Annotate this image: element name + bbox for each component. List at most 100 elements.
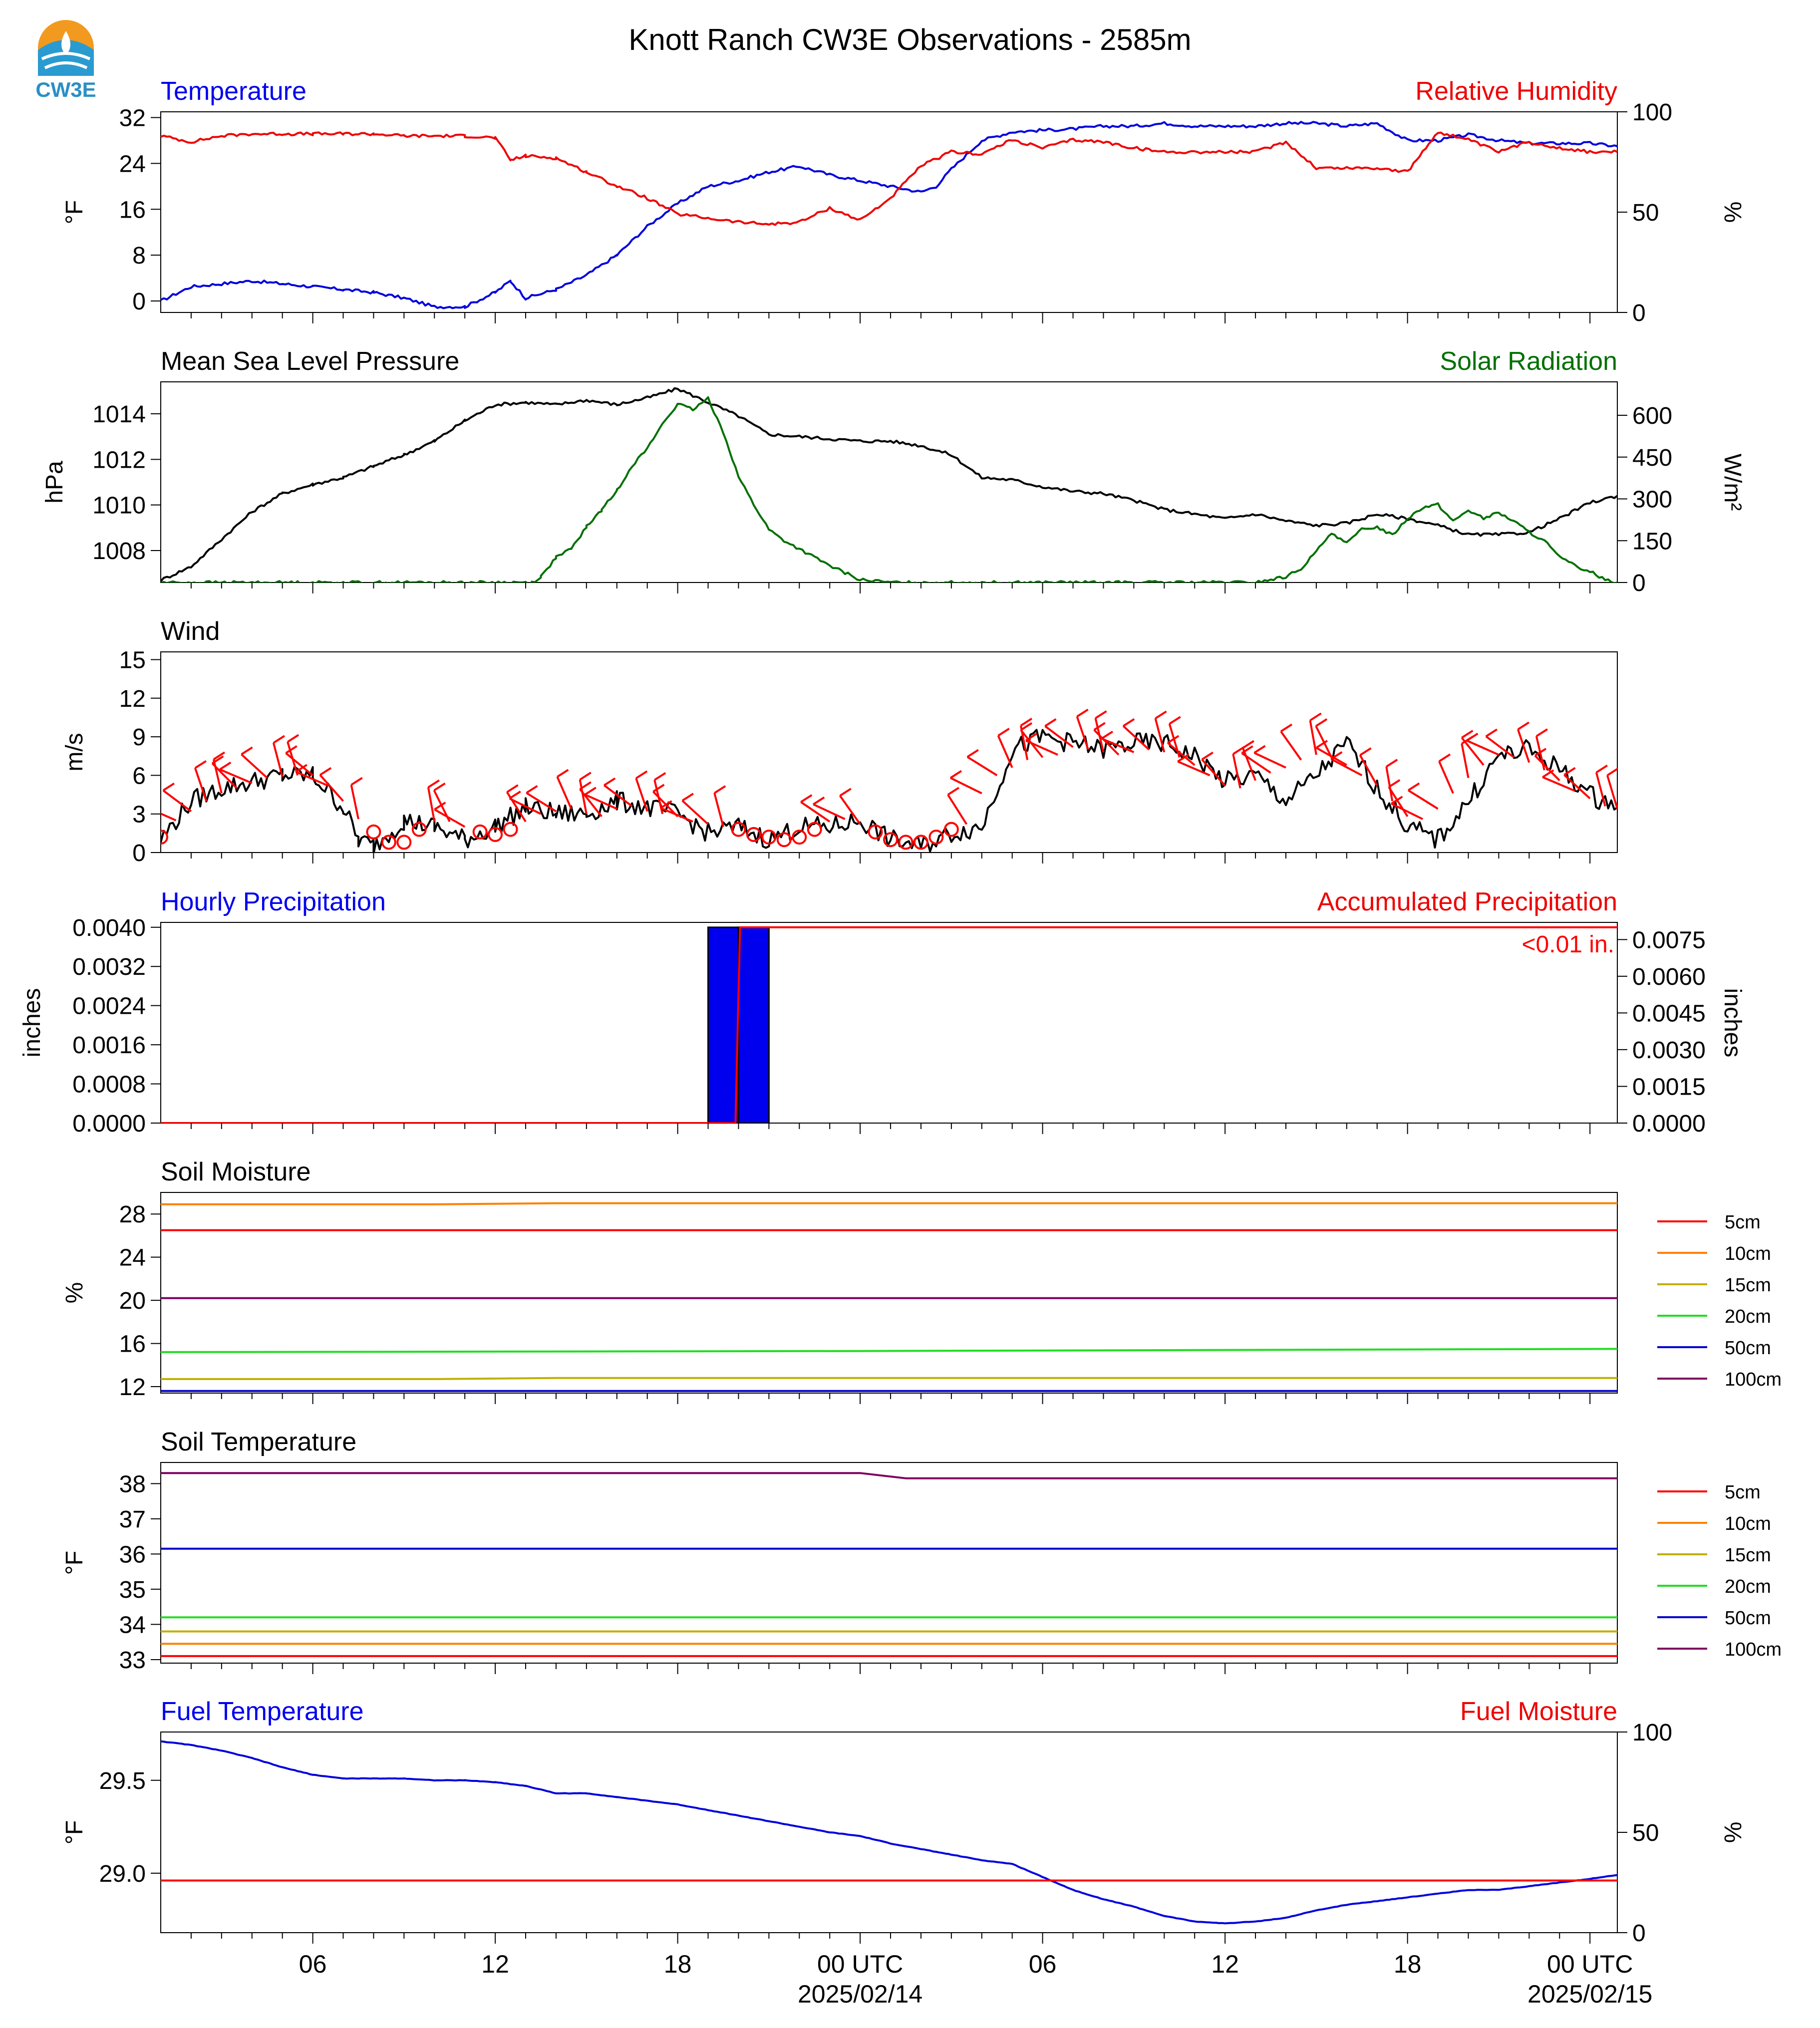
y-tick-label: 20: [119, 1288, 146, 1314]
wind-calm-marker: [472, 824, 488, 840]
series-line-15cm: [161, 1377, 1617, 1380]
wind-barb: [1315, 725, 1333, 758]
wind-barb: [947, 794, 968, 825]
panel-title-left: Mean Sea Level Pressure: [161, 347, 459, 376]
logo-text: CW3E: [35, 78, 96, 101]
wind-barb: [1177, 760, 1211, 777]
y-tick-label-right: 0: [1632, 1920, 1646, 1947]
panel-title-left: Wind: [161, 617, 220, 646]
series-line-left: [161, 387, 1617, 582]
series-line-right: [161, 131, 1617, 226]
wind-barb: [1330, 758, 1363, 777]
wind-barb-flag: [660, 800, 672, 809]
cw3e-logo: CW3E: [35, 20, 96, 101]
wind-barb: [1388, 786, 1409, 817]
panel-title-left: Fuel Temperature: [161, 1697, 364, 1726]
wind-barb-flag: [1438, 753, 1451, 763]
wind-barb-flag: [966, 749, 979, 758]
wind-barb: [1101, 737, 1135, 753]
y-tick-label-right: 100: [1632, 99, 1672, 126]
wind-barb: [604, 784, 633, 807]
wind-barb-flag: [1466, 733, 1479, 742]
wind-barb-flag: [162, 782, 175, 792]
wind-barb-flag: [579, 781, 592, 790]
wind-barb: [1391, 803, 1424, 820]
wind-barb-flag: [1485, 728, 1498, 738]
y-tick-label: 35: [119, 1577, 146, 1603]
wind-barb: [1517, 729, 1530, 763]
y-tick-label-right: 50: [1632, 1820, 1659, 1846]
y-tick-label: 9: [132, 724, 146, 751]
y-tick-label-right: 0.0030: [1632, 1037, 1706, 1064]
wind-barb: [966, 756, 998, 777]
y-tick-label-right: 0: [1632, 570, 1646, 596]
wind-barb: [1241, 752, 1271, 774]
legend: 5cm 10cm 15cm 20cm 50cm 100cm: [1657, 1212, 1782, 1390]
x-tick-label: 00 UTC: [1547, 1950, 1633, 1978]
wind-barb-flag: [800, 794, 813, 803]
wind-barb: [1167, 742, 1196, 766]
x-tick-label: 12: [481, 1950, 509, 1978]
y-tick-label-right: 300: [1632, 487, 1672, 513]
wind-barb: [1359, 754, 1378, 786]
wind-barb: [1253, 752, 1286, 769]
wind-barb-flag: [1169, 716, 1181, 725]
y-axis-label-right: %: [1719, 202, 1746, 223]
wind-calm-marker: [746, 827, 761, 842]
wind-barb: [1093, 729, 1120, 756]
y-tick-label: 15: [119, 647, 146, 673]
legend-label: 10cm: [1725, 1243, 1771, 1264]
y-axis-label-right: inches: [1719, 988, 1746, 1058]
x-tick-label: 18: [664, 1950, 692, 1978]
wind-calm-marker: [792, 830, 807, 845]
precip-bar: [737, 926, 770, 1123]
wind-barb-flag: [350, 777, 363, 786]
wind-calm-marker: [868, 824, 883, 840]
y-tick-label-right: 0.0060: [1632, 964, 1706, 990]
panel-wind: Wind 0 3 6 9 12 15 m/s: [61, 617, 1618, 867]
wind-calm-marker: [807, 822, 822, 837]
wind-barb: [1076, 716, 1089, 750]
x-date-label: 2025/02/14: [798, 1980, 922, 2008]
wind-barb-flag: [1309, 712, 1322, 721]
wind-barb-flag: [1391, 796, 1403, 805]
wind-barb-flag: [604, 777, 616, 786]
wind-barb: [319, 774, 344, 802]
wind-barb: [350, 785, 359, 820]
wind-barb: [1280, 731, 1302, 761]
y-tick-label-right: 0.0075: [1632, 927, 1706, 953]
wind-barb-flag: [213, 751, 226, 760]
y-tick-label: 0.0040: [72, 915, 146, 941]
wind-barb: [161, 812, 177, 822]
panel-fuel: Fuel Temperature Fuel Moisture 29.0 29.5 0 50…: [61, 1697, 1746, 1947]
y-tick-label-right: 50: [1632, 200, 1659, 226]
plot-frame: [160, 1462, 1618, 1664]
wind-barb: [1232, 754, 1241, 789]
wind-calm-marker: [943, 822, 959, 837]
wind-calm-marker: [913, 835, 928, 850]
precip-annotation: <0.01 in.: [1522, 931, 1614, 958]
wind-barb-flag: [285, 745, 298, 754]
y-axis-label: °F: [61, 1820, 88, 1845]
wind-barb: [219, 768, 253, 784]
legend-label: 5cm: [1725, 1212, 1761, 1233]
y-tick-label-right: 0: [1632, 300, 1646, 326]
wind-barb: [1563, 774, 1591, 800]
y-tick-label: 1014: [92, 401, 146, 428]
plot-area: [161, 121, 1617, 309]
x-tick-label: 18: [1394, 1950, 1422, 1978]
precip-bar: [707, 926, 739, 1123]
panel-title-right: Relative Humidity: [1415, 77, 1617, 106]
legend-label: 20cm: [1725, 1306, 1771, 1327]
wind-barb-flag: [1025, 733, 1038, 742]
wind-barb-flag: [194, 760, 207, 769]
plot-area: [161, 387, 1617, 582]
wind-barb: [509, 797, 542, 815]
wind-barb: [1466, 739, 1500, 756]
wind-barb: [162, 790, 192, 813]
wind-barb: [950, 777, 982, 795]
legend-label: 10cm: [1725, 1513, 1771, 1534]
wind-barb-flag: [1167, 735, 1180, 744]
wind-barb-flag: [997, 728, 1010, 737]
wind-barb: [839, 795, 861, 825]
